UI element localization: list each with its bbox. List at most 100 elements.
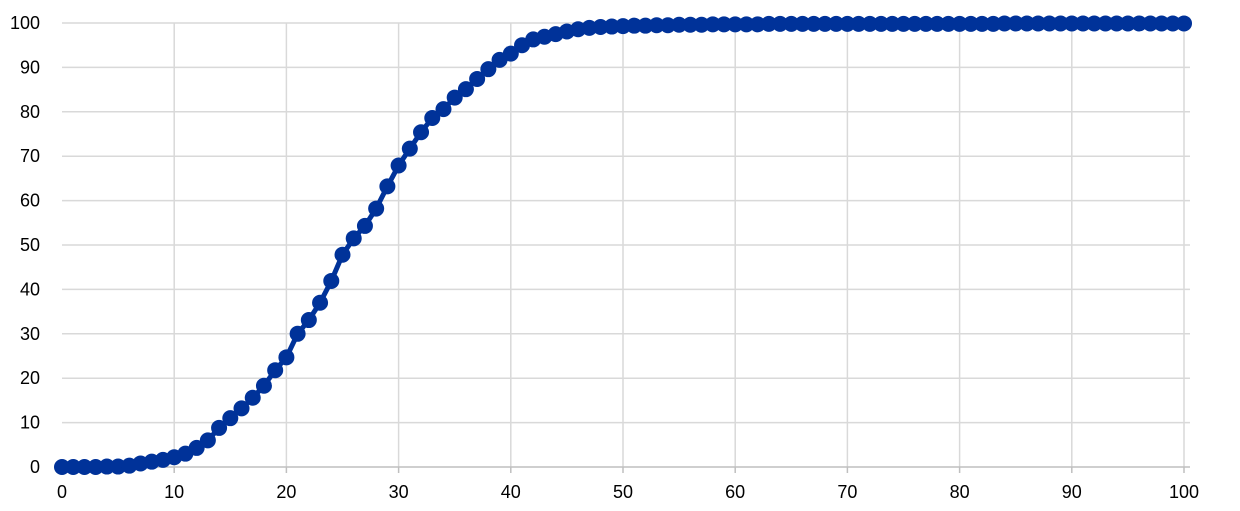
y-tick-label: 40: [20, 279, 40, 299]
data-point: [592, 19, 609, 35]
x-axis-tick-labels: 0 10 20 30 40 50 60 70 80 90 100: [57, 482, 1199, 502]
data-point: [839, 15, 856, 32]
data-point: [413, 124, 430, 141]
data-point: [446, 89, 463, 106]
data-point: [424, 110, 441, 127]
data-point: [727, 16, 744, 33]
data-point: [772, 15, 789, 32]
data-point: [615, 18, 631, 35]
data-point: [828, 15, 845, 32]
axes: [61, 466, 1190, 473]
data-point: [1018, 15, 1035, 32]
data-point: [626, 17, 643, 34]
data-point: [87, 459, 104, 475]
data-point: [693, 16, 710, 33]
data-point: [1131, 15, 1148, 32]
data-point: [255, 377, 272, 394]
data-point: [704, 16, 721, 33]
data-point: [222, 410, 239, 427]
data-point: [816, 15, 833, 32]
y-tick-label: 80: [20, 102, 40, 122]
data-point: [962, 15, 979, 32]
y-tick-label: 50: [20, 235, 40, 255]
data-point: [1075, 15, 1092, 32]
data-point: [356, 217, 373, 234]
x-tick-label: 0: [57, 482, 67, 502]
data-point: [906, 15, 923, 32]
data-point: [98, 458, 115, 475]
data-point: [985, 15, 1002, 32]
data-point: [368, 200, 385, 217]
data-point: [76, 459, 93, 475]
data-point: [312, 294, 329, 311]
y-tick-label: 20: [20, 368, 40, 388]
data-point: [895, 15, 912, 32]
data-point: [379, 178, 396, 195]
x-tick-label: 60: [725, 482, 745, 502]
y-tick-label: 60: [20, 191, 40, 211]
data-point: [873, 15, 890, 32]
x-tick-label: 30: [389, 482, 409, 502]
data-point: [300, 312, 317, 329]
data-point: [401, 140, 418, 157]
data-point: [1086, 15, 1103, 32]
data-point: [884, 15, 901, 32]
data-point: [1153, 15, 1170, 32]
data-point: [648, 17, 665, 34]
data-point: [390, 157, 407, 174]
data-point: [54, 459, 70, 475]
data-point: [278, 349, 295, 366]
data-point: [738, 16, 755, 33]
data-point: [502, 45, 519, 62]
data-point: [267, 362, 284, 379]
data-point: [1119, 15, 1136, 32]
x-tick-label: 20: [276, 482, 296, 502]
data-point: [211, 419, 228, 436]
data-point: [480, 61, 497, 78]
data-point: [671, 16, 688, 33]
x-tick-label: 90: [1062, 482, 1082, 502]
y-tick-label: 10: [20, 413, 40, 433]
data-point: [65, 459, 82, 475]
data-point: [951, 15, 968, 32]
data-point: [715, 16, 732, 33]
data-point: [323, 272, 340, 289]
data-point: [1176, 15, 1192, 32]
y-tick-label: 100: [10, 13, 40, 33]
data-point: [233, 400, 250, 417]
data-point: [1164, 15, 1181, 32]
data-point: [850, 15, 867, 32]
data-point: [1063, 15, 1080, 32]
x-tick-label: 80: [950, 482, 970, 502]
data-point: [188, 439, 205, 456]
data-point: [917, 15, 934, 32]
data-point: [861, 15, 878, 32]
data-point: [1142, 15, 1159, 32]
grid: [62, 22, 1190, 467]
data-point: [1041, 15, 1058, 32]
y-tick-label: 0: [30, 457, 40, 477]
y-tick-label: 30: [20, 324, 40, 344]
data-point: [682, 16, 699, 33]
x-tick-label: 50: [613, 482, 633, 502]
data-point: [637, 17, 654, 34]
data-point: [1007, 15, 1024, 32]
data-point: [805, 15, 822, 32]
data-point: [794, 15, 811, 32]
data-point: [469, 70, 486, 87]
data-point: [1097, 15, 1114, 32]
x-tick-label: 40: [501, 482, 521, 502]
data-point: [974, 15, 991, 32]
data-point: [1108, 15, 1125, 32]
data-point: [334, 246, 351, 263]
data-point: [603, 18, 620, 35]
data-point: [345, 230, 362, 247]
data-point: [749, 16, 766, 33]
data-point: [435, 101, 452, 118]
data-point: [659, 17, 676, 34]
data-point: [760, 15, 777, 32]
data-point: [1052, 15, 1069, 32]
data-point: [244, 389, 261, 406]
series-0: [54, 15, 1192, 475]
data-point: [783, 15, 800, 32]
